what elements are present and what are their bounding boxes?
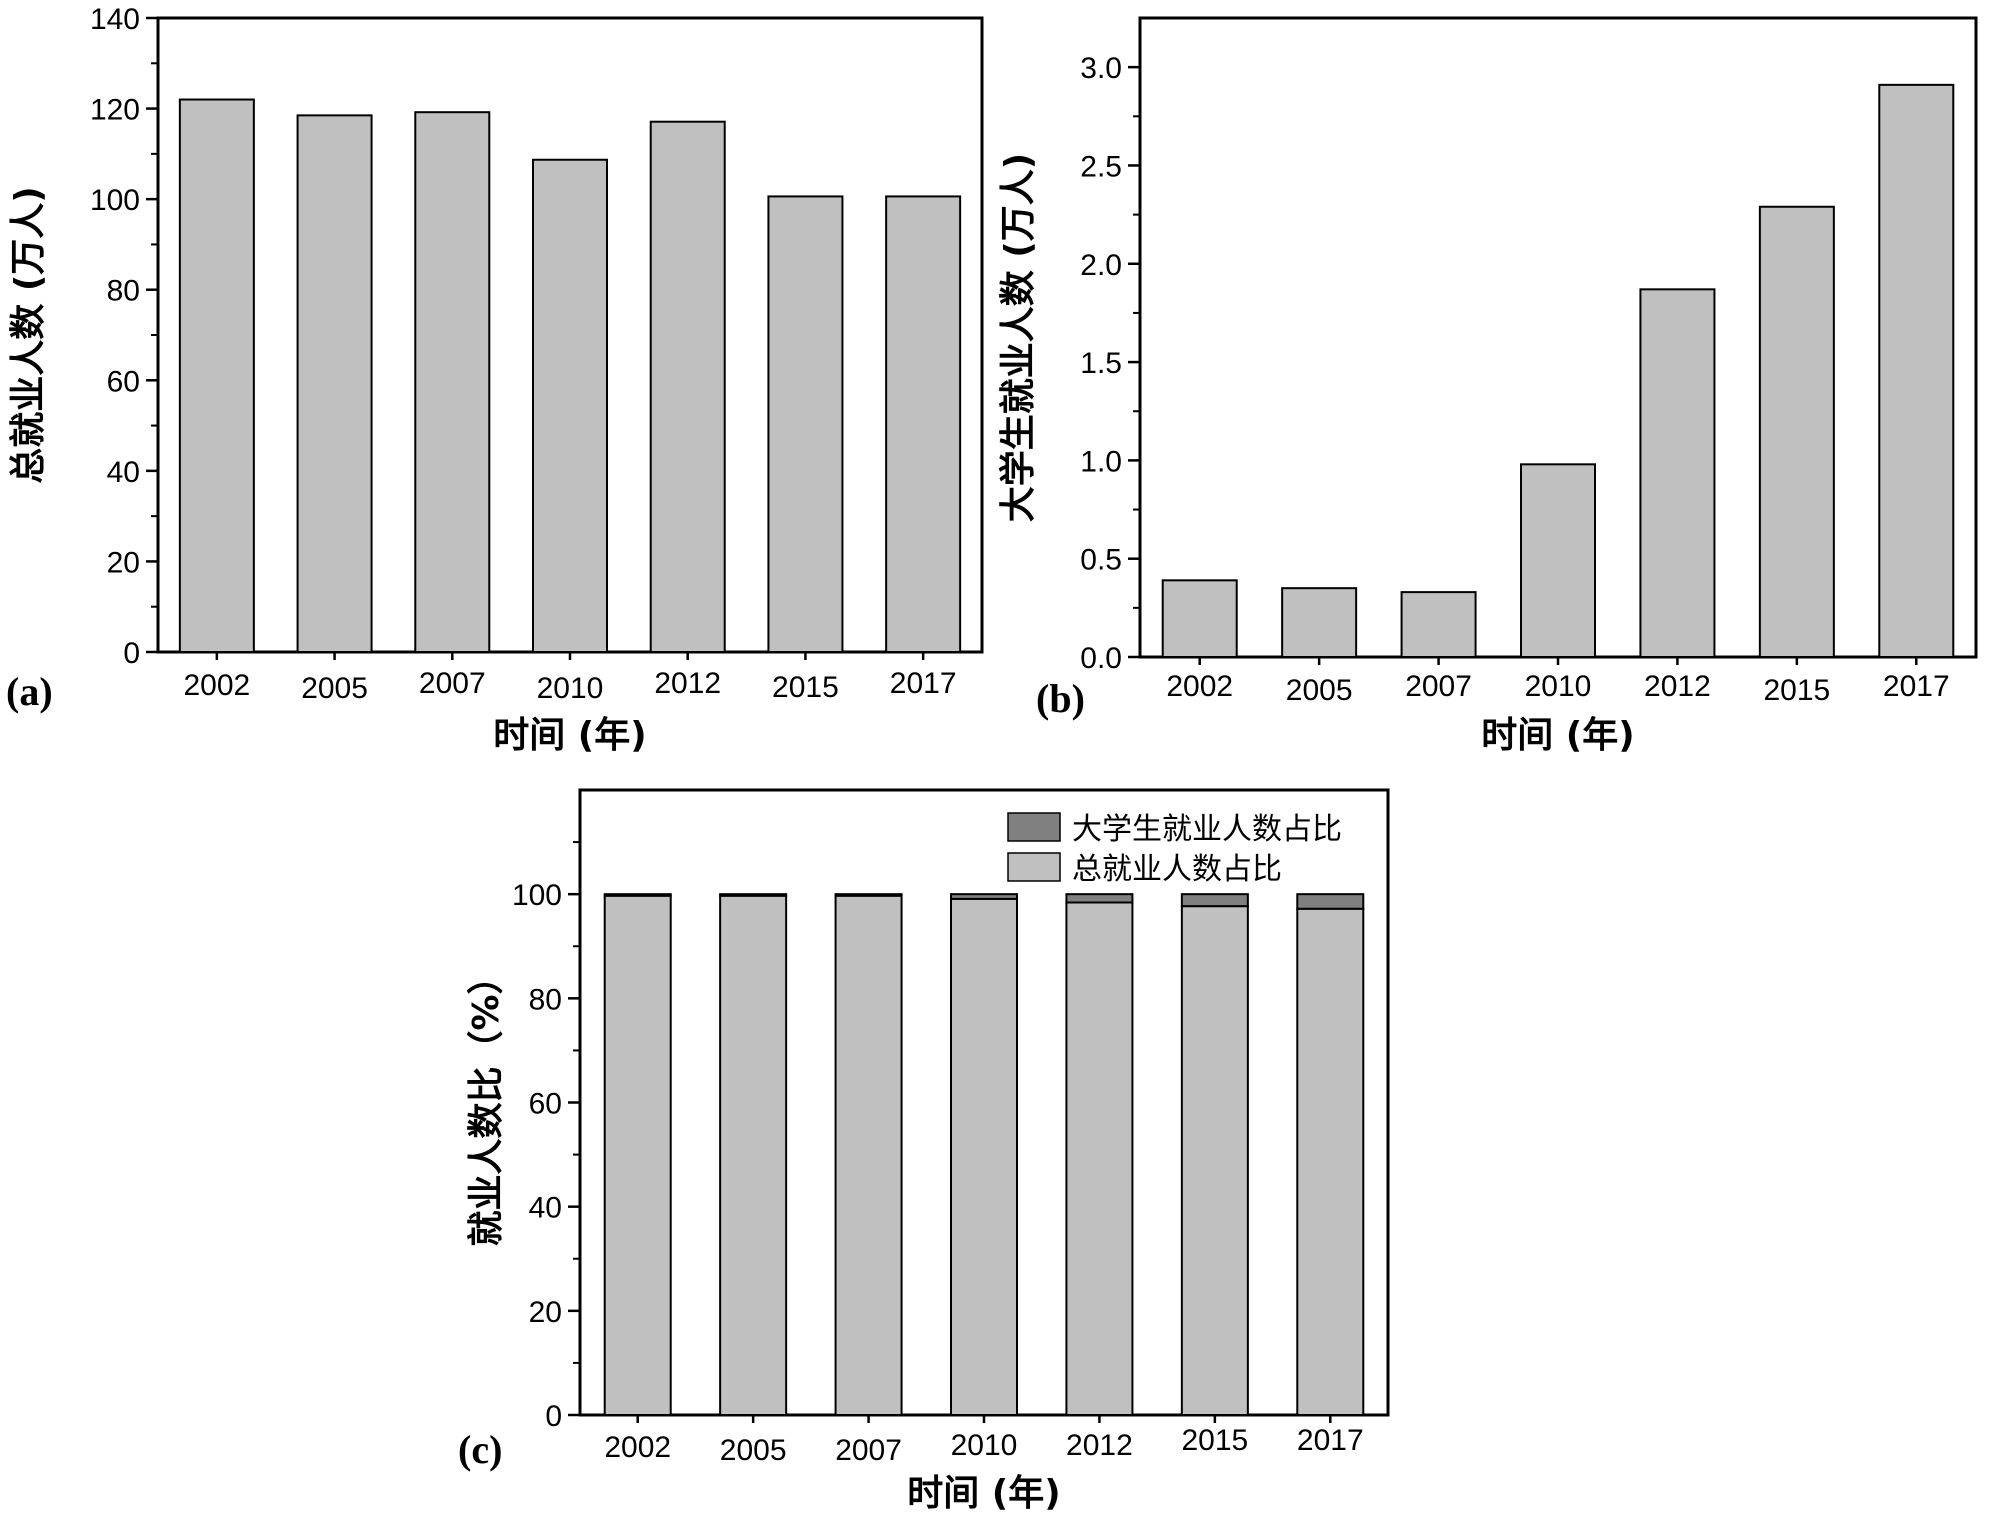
legend-swatch	[1007, 812, 1061, 842]
x-tick-label: 2015	[1763, 674, 1830, 707]
bar-segment-graduate	[603, 893, 672, 897]
x-tick-label: 2005	[1286, 674, 1353, 707]
panel-label: (a)	[6, 669, 53, 714]
y-tick-label: 3.0	[1080, 52, 1122, 85]
y-tick-label: 0.5	[1080, 544, 1122, 577]
bar-segment-graduate	[1296, 893, 1365, 910]
x-tick-label: 2017	[890, 667, 957, 700]
x-tick-label: 2007	[1405, 670, 1472, 703]
bar	[1520, 463, 1596, 658]
bar	[532, 158, 608, 653]
x-tick-label: 2007	[419, 667, 486, 700]
x-tick-label: 2017	[1883, 670, 1950, 703]
bar	[1161, 579, 1238, 659]
x-tick-label: 2007	[835, 1434, 902, 1467]
x-axis-title: 时间 (年)	[1481, 715, 1634, 756]
x-axis-title: 时间 (年)	[907, 1473, 1060, 1514]
bar-segment-graduate	[1065, 893, 1134, 904]
bar-segment-total	[1065, 901, 1134, 1416]
bar-segment-total	[950, 897, 1018, 1416]
x-tick-label: 2015	[772, 671, 839, 704]
chart-b: 0.0 0.5 1.0 1.5 2.0 2.5 3.0 2002 2005 2007 2010 201…	[997, 16, 1978, 756]
y-tick-label: 60	[107, 365, 140, 398]
y-axis-title: 就业人数比（%）	[466, 958, 507, 1246]
x-tick-label: 2002	[604, 1431, 671, 1464]
x-tick-label: 2005	[301, 672, 368, 705]
chart-c: 0 20 40 60 80 100 2002 2005 2007 2010 2012 2015 2017…	[458, 788, 1390, 1514]
panel-label: (c)	[458, 1427, 502, 1472]
x-tick-label: 2012	[1644, 670, 1711, 703]
legend-label: 大学生就业人数占比	[1072, 812, 1342, 847]
y-axis-title: 大学生就业人数 (万人)	[997, 153, 1039, 522]
y-tick-label: 0.0	[1080, 642, 1122, 675]
y-tick-label: 40	[529, 1192, 562, 1225]
bar	[414, 111, 491, 654]
y-tick-label: 2.5	[1080, 150, 1122, 183]
y-tick-label: 1.0	[1080, 445, 1122, 478]
y-tick-label: 1.5	[1080, 347, 1122, 380]
x-tick-label: 2010	[951, 1429, 1018, 1462]
bar-segment-total	[603, 894, 672, 1416]
y-tick-label: 60	[529, 1088, 562, 1121]
bar-segment-total	[1180, 905, 1249, 1416]
x-tick-label: 2005	[720, 1434, 787, 1467]
y-tick-label: 40	[107, 456, 140, 489]
y-tick-label: 80	[107, 275, 140, 308]
chart-a: 0 20 40 60 80 100 120 140 2002 2005 2007 2010 2012 20…	[6, 3, 984, 756]
x-tick-label: 2002	[1166, 670, 1233, 703]
bar	[1758, 205, 1835, 658]
bar-segment-total	[719, 894, 788, 1416]
bar-segment-graduate	[1180, 893, 1249, 908]
bar-segment-graduate	[834, 893, 903, 897]
bar	[1878, 83, 1955, 658]
y-tick-label: 100	[512, 879, 562, 912]
y-tick-label: 20	[529, 1296, 562, 1329]
bar	[178, 98, 255, 653]
legend-swatch	[1007, 852, 1061, 882]
bar	[1400, 591, 1477, 659]
y-tick-label: 100	[90, 184, 140, 217]
y-axis-title: 总就业人数 (万人)	[8, 186, 49, 483]
bar-segment-graduate	[950, 893, 1018, 900]
bar-segment-total	[834, 894, 903, 1416]
x-axis-title: 时间 (年)	[493, 715, 646, 756]
y-tick-label: 120	[90, 94, 140, 127]
bar	[296, 114, 373, 654]
bar	[885, 195, 962, 653]
x-tick-label: 2012	[654, 667, 721, 700]
x-tick-label: 2012	[1066, 1429, 1133, 1462]
panel-label: (b)	[1036, 676, 1085, 721]
y-tick-label: 20	[107, 546, 140, 579]
legend-label: 总就业人数占比	[1072, 852, 1282, 887]
x-tick-label: 2017	[1297, 1424, 1364, 1457]
y-tick-label: 2.0	[1080, 249, 1122, 282]
bar-segment-total	[1296, 907, 1365, 1416]
bar	[649, 120, 726, 653]
x-tick-label: 2015	[1181, 1424, 1248, 1457]
x-tick-label: 2002	[183, 669, 250, 702]
y-tick-label: 140	[90, 3, 140, 36]
y-tick-label: 0	[123, 637, 140, 670]
x-tick-label: 2010	[1525, 670, 1592, 703]
y-tick-label: 80	[529, 983, 562, 1016]
y-tick-label: 0	[545, 1400, 562, 1433]
bar	[767, 195, 844, 653]
bar-segment-graduate	[719, 893, 788, 897]
bar	[1281, 587, 1358, 659]
x-tick-label: 2010	[537, 672, 604, 705]
bar	[1639, 288, 1716, 658]
